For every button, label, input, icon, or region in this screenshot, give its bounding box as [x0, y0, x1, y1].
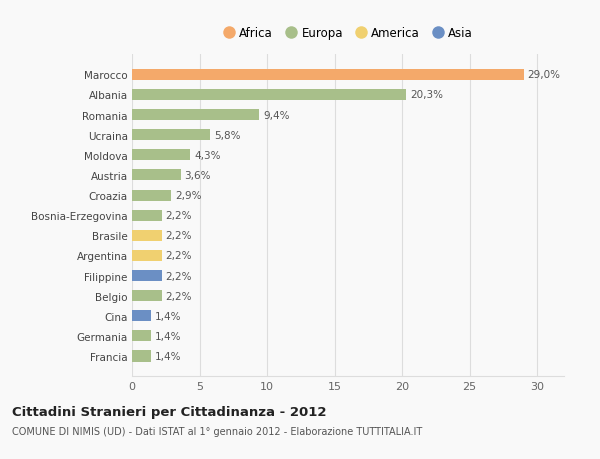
- Text: 1,4%: 1,4%: [155, 331, 181, 341]
- Legend: Africa, Europa, America, Asia: Africa, Europa, America, Asia: [218, 22, 478, 45]
- Text: 9,4%: 9,4%: [263, 110, 289, 120]
- Bar: [132, 330, 151, 341]
- Bar: [132, 311, 151, 322]
- Text: 2,2%: 2,2%: [166, 291, 192, 301]
- Text: 2,2%: 2,2%: [166, 231, 192, 241]
- Text: 4,3%: 4,3%: [194, 151, 221, 161]
- Text: 2,9%: 2,9%: [175, 190, 202, 201]
- Text: COMUNE DI NIMIS (UD) - Dati ISTAT al 1° gennaio 2012 - Elaborazione TUTTITALIA.I: COMUNE DI NIMIS (UD) - Dati ISTAT al 1° …: [12, 426, 422, 436]
- Bar: [132, 130, 211, 141]
- Text: 2,2%: 2,2%: [166, 211, 192, 221]
- Bar: [132, 170, 181, 181]
- Text: 5,8%: 5,8%: [214, 130, 241, 140]
- Text: 2,2%: 2,2%: [166, 251, 192, 261]
- Text: 1,4%: 1,4%: [155, 311, 181, 321]
- Bar: [132, 70, 523, 81]
- Bar: [132, 90, 406, 101]
- Text: Cittadini Stranieri per Cittadinanza - 2012: Cittadini Stranieri per Cittadinanza - 2…: [12, 405, 326, 419]
- Bar: [132, 270, 162, 281]
- Bar: [132, 190, 171, 201]
- Text: 3,6%: 3,6%: [185, 171, 211, 180]
- Text: 29,0%: 29,0%: [527, 70, 560, 80]
- Bar: [132, 291, 162, 302]
- Bar: [132, 230, 162, 241]
- Bar: [132, 210, 162, 221]
- Bar: [132, 351, 151, 362]
- Bar: [132, 150, 190, 161]
- Bar: [132, 110, 259, 121]
- Text: 2,2%: 2,2%: [166, 271, 192, 281]
- Bar: [132, 250, 162, 262]
- Text: 1,4%: 1,4%: [155, 351, 181, 361]
- Text: 20,3%: 20,3%: [410, 90, 443, 100]
